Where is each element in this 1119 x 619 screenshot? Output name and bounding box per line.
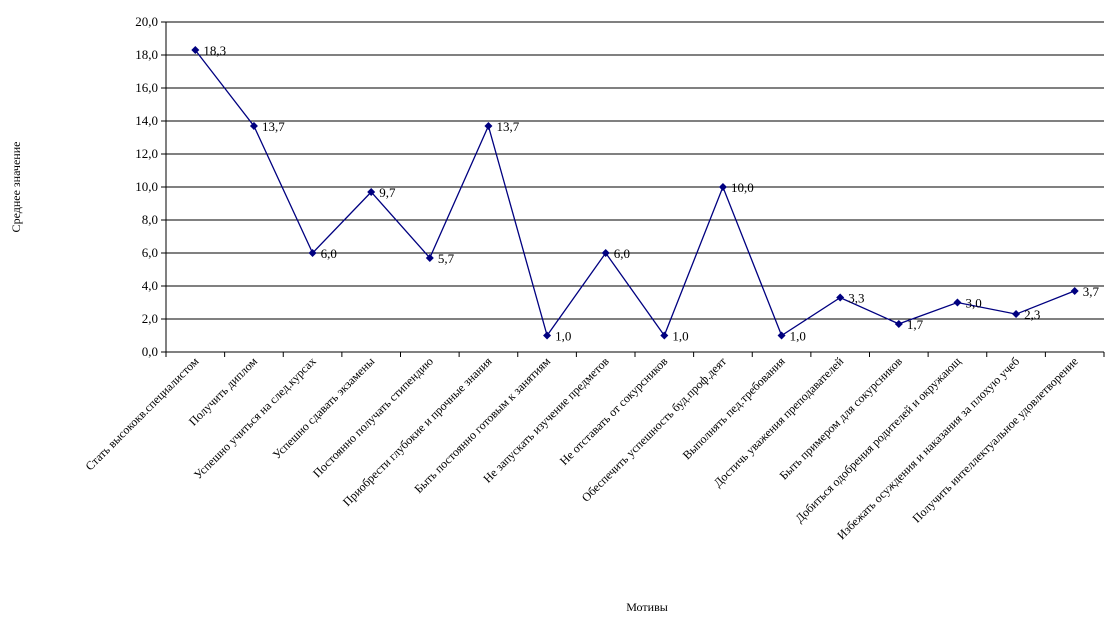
data-label: 2,3 [1024,307,1040,322]
y-tick-label: 20,0 [135,14,158,29]
data-label: 5,7 [438,251,455,266]
y-tick-label: 6,0 [142,245,158,260]
y-tick-label: 8,0 [142,212,158,227]
data-label: 6,0 [614,246,630,261]
series-line [194,49,1075,337]
data-point-marker [1070,286,1079,295]
data-labels: 18,3 13,7 6,0 9,7 5,7 13,7 1,0 6,0 1,0 10,0 1,0 3,3… [203,43,1099,343]
y-tick-label: 0,0 [142,344,158,359]
x-tick-label: Быть примером для сокурсников [777,354,906,483]
x-tick-label: Не отставать от сокурсников [557,354,671,468]
data-point-marker [425,253,434,262]
y-tick-labels: 0,0 2,0 4,0 6,0 8,0 10,0 12,0 14,0 16,0 18,0 20,0 [135,14,158,359]
x-tick-label: Постоянно получать стипендию [310,354,436,480]
y-tick-label: 2,0 [142,311,158,326]
data-point-marker [249,121,258,130]
data-label: 13,7 [496,119,519,134]
data-label: 18,3 [203,43,226,58]
x-tick-label: Успешно учиться на след.курсах [191,354,319,482]
data-point-marker [718,183,727,191]
series-line-path [194,49,1075,337]
data-label: 1,7 [907,317,924,332]
data-point-marker [953,298,962,307]
data-label: 13,7 [262,119,285,134]
y-tick-label: 12,0 [135,146,158,161]
y-axis-title: Среднее значение [9,142,23,233]
data-point-marker [660,331,669,340]
data-label: 1,0 [790,329,806,344]
data-point-marker [777,331,786,340]
data-point-marker [836,293,845,302]
y-tick-label: 16,0 [135,80,158,95]
data-label: 1,0 [555,329,571,344]
data-label: 10,0 [731,180,754,195]
data-label: 1,0 [672,329,688,344]
x-tick-label: Стать высококв.специалистом [82,354,201,473]
x-tick-label: Успешно сдавать экзамены [270,354,378,462]
data-point-marker [894,319,903,328]
x-axis-title: Мотивы [626,600,668,614]
data-point-marker [601,249,610,257]
x-tick-label: Не запускать изучение предметов [480,354,612,486]
data-label: 3,0 [965,296,981,311]
data-point-marker [484,121,493,130]
x-tick-label: Выполнять пед.требования [680,354,788,462]
gridlines [166,21,1104,320]
data-markers [191,46,1079,340]
data-point-marker [367,187,376,196]
data-point-marker [1012,310,1021,319]
data-label: 9,7 [379,185,396,200]
y-tick-label: 14,0 [135,113,158,128]
data-label: 3,7 [1083,284,1100,299]
data-label: 6,0 [321,246,337,261]
data-point-marker [308,249,317,257]
y-tick-label: 4,0 [142,278,158,293]
data-point-marker [191,46,200,55]
data-point-marker [543,331,552,340]
y-tick-label: 18,0 [135,47,158,62]
y-tick-label: 10,0 [135,179,158,194]
axes [161,21,1105,357]
data-label: 3,3 [848,291,864,306]
